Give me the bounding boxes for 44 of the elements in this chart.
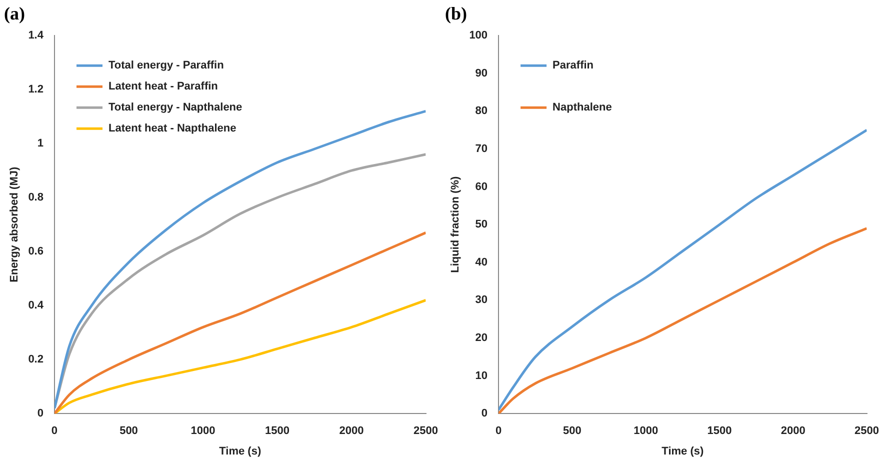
legend-label: Napthalene bbox=[552, 102, 612, 114]
y-tick-label: 50 bbox=[475, 218, 488, 231]
legend-label: Paraffin bbox=[552, 60, 594, 72]
y-axis-title: Liquid fraction (%) bbox=[450, 176, 462, 273]
y-tick-label: 0 bbox=[37, 408, 44, 420]
y-tick-label: 1.2 bbox=[28, 84, 44, 96]
y-tick-label: 0 bbox=[481, 408, 488, 420]
x-tick-label: 1000 bbox=[190, 425, 216, 438]
x-tick-label: 0 bbox=[495, 425, 502, 438]
y-tick-label: 60 bbox=[475, 180, 488, 193]
y-tick-label: 0.4 bbox=[28, 300, 44, 312]
y-tick-label: 20 bbox=[475, 332, 488, 344]
x-tick-label: 2000 bbox=[339, 425, 364, 438]
y-tick-label: 80 bbox=[475, 105, 488, 118]
legend-label: Latent heat - Napthalene bbox=[108, 122, 236, 135]
x-tick-label: 1500 bbox=[707, 425, 732, 438]
x-tick-label: 0 bbox=[51, 425, 58, 438]
x-tick-label: 1000 bbox=[634, 425, 658, 438]
y-tick-label: 0.6 bbox=[28, 246, 44, 258]
legend-label: Total energy - Napthalene bbox=[108, 102, 242, 114]
chart-title: (a) bbox=[4, 3, 25, 24]
y-tick-label: 10 bbox=[475, 370, 488, 382]
y-tick-label: 40 bbox=[475, 256, 488, 268]
y-tick-label: 90 bbox=[475, 67, 488, 80]
chart-title: (b) bbox=[445, 3, 468, 24]
x-axis-title: Time (s) bbox=[662, 445, 704, 458]
y-tick-label: 30 bbox=[475, 294, 488, 306]
y-tick-label: 0.8 bbox=[28, 192, 44, 204]
y-tick-label: 1.4 bbox=[28, 30, 44, 42]
x-axis-title: Time (s) bbox=[219, 445, 262, 458]
x-tick-label: 500 bbox=[120, 425, 138, 438]
x-tick-label: 2500 bbox=[414, 425, 438, 438]
x-tick-label: 2000 bbox=[780, 425, 806, 438]
line-series bbox=[498, 128, 867, 412]
x-tick-label: 1500 bbox=[265, 425, 290, 438]
legend-label: Latent heat - Paraffin bbox=[108, 80, 218, 93]
y-tick-label: 0.2 bbox=[28, 354, 44, 366]
legend-label: Total energy - Paraffin bbox=[108, 60, 224, 72]
y-tick-label: 1 bbox=[37, 138, 44, 150]
y-tick-label: 70 bbox=[475, 143, 488, 156]
x-tick-label: 2500 bbox=[854, 425, 880, 438]
x-tick-label: 500 bbox=[563, 425, 582, 438]
y-axis-title: Energy absorbed (MJ) bbox=[8, 166, 21, 282]
y-tick-label: 100 bbox=[469, 30, 488, 42]
